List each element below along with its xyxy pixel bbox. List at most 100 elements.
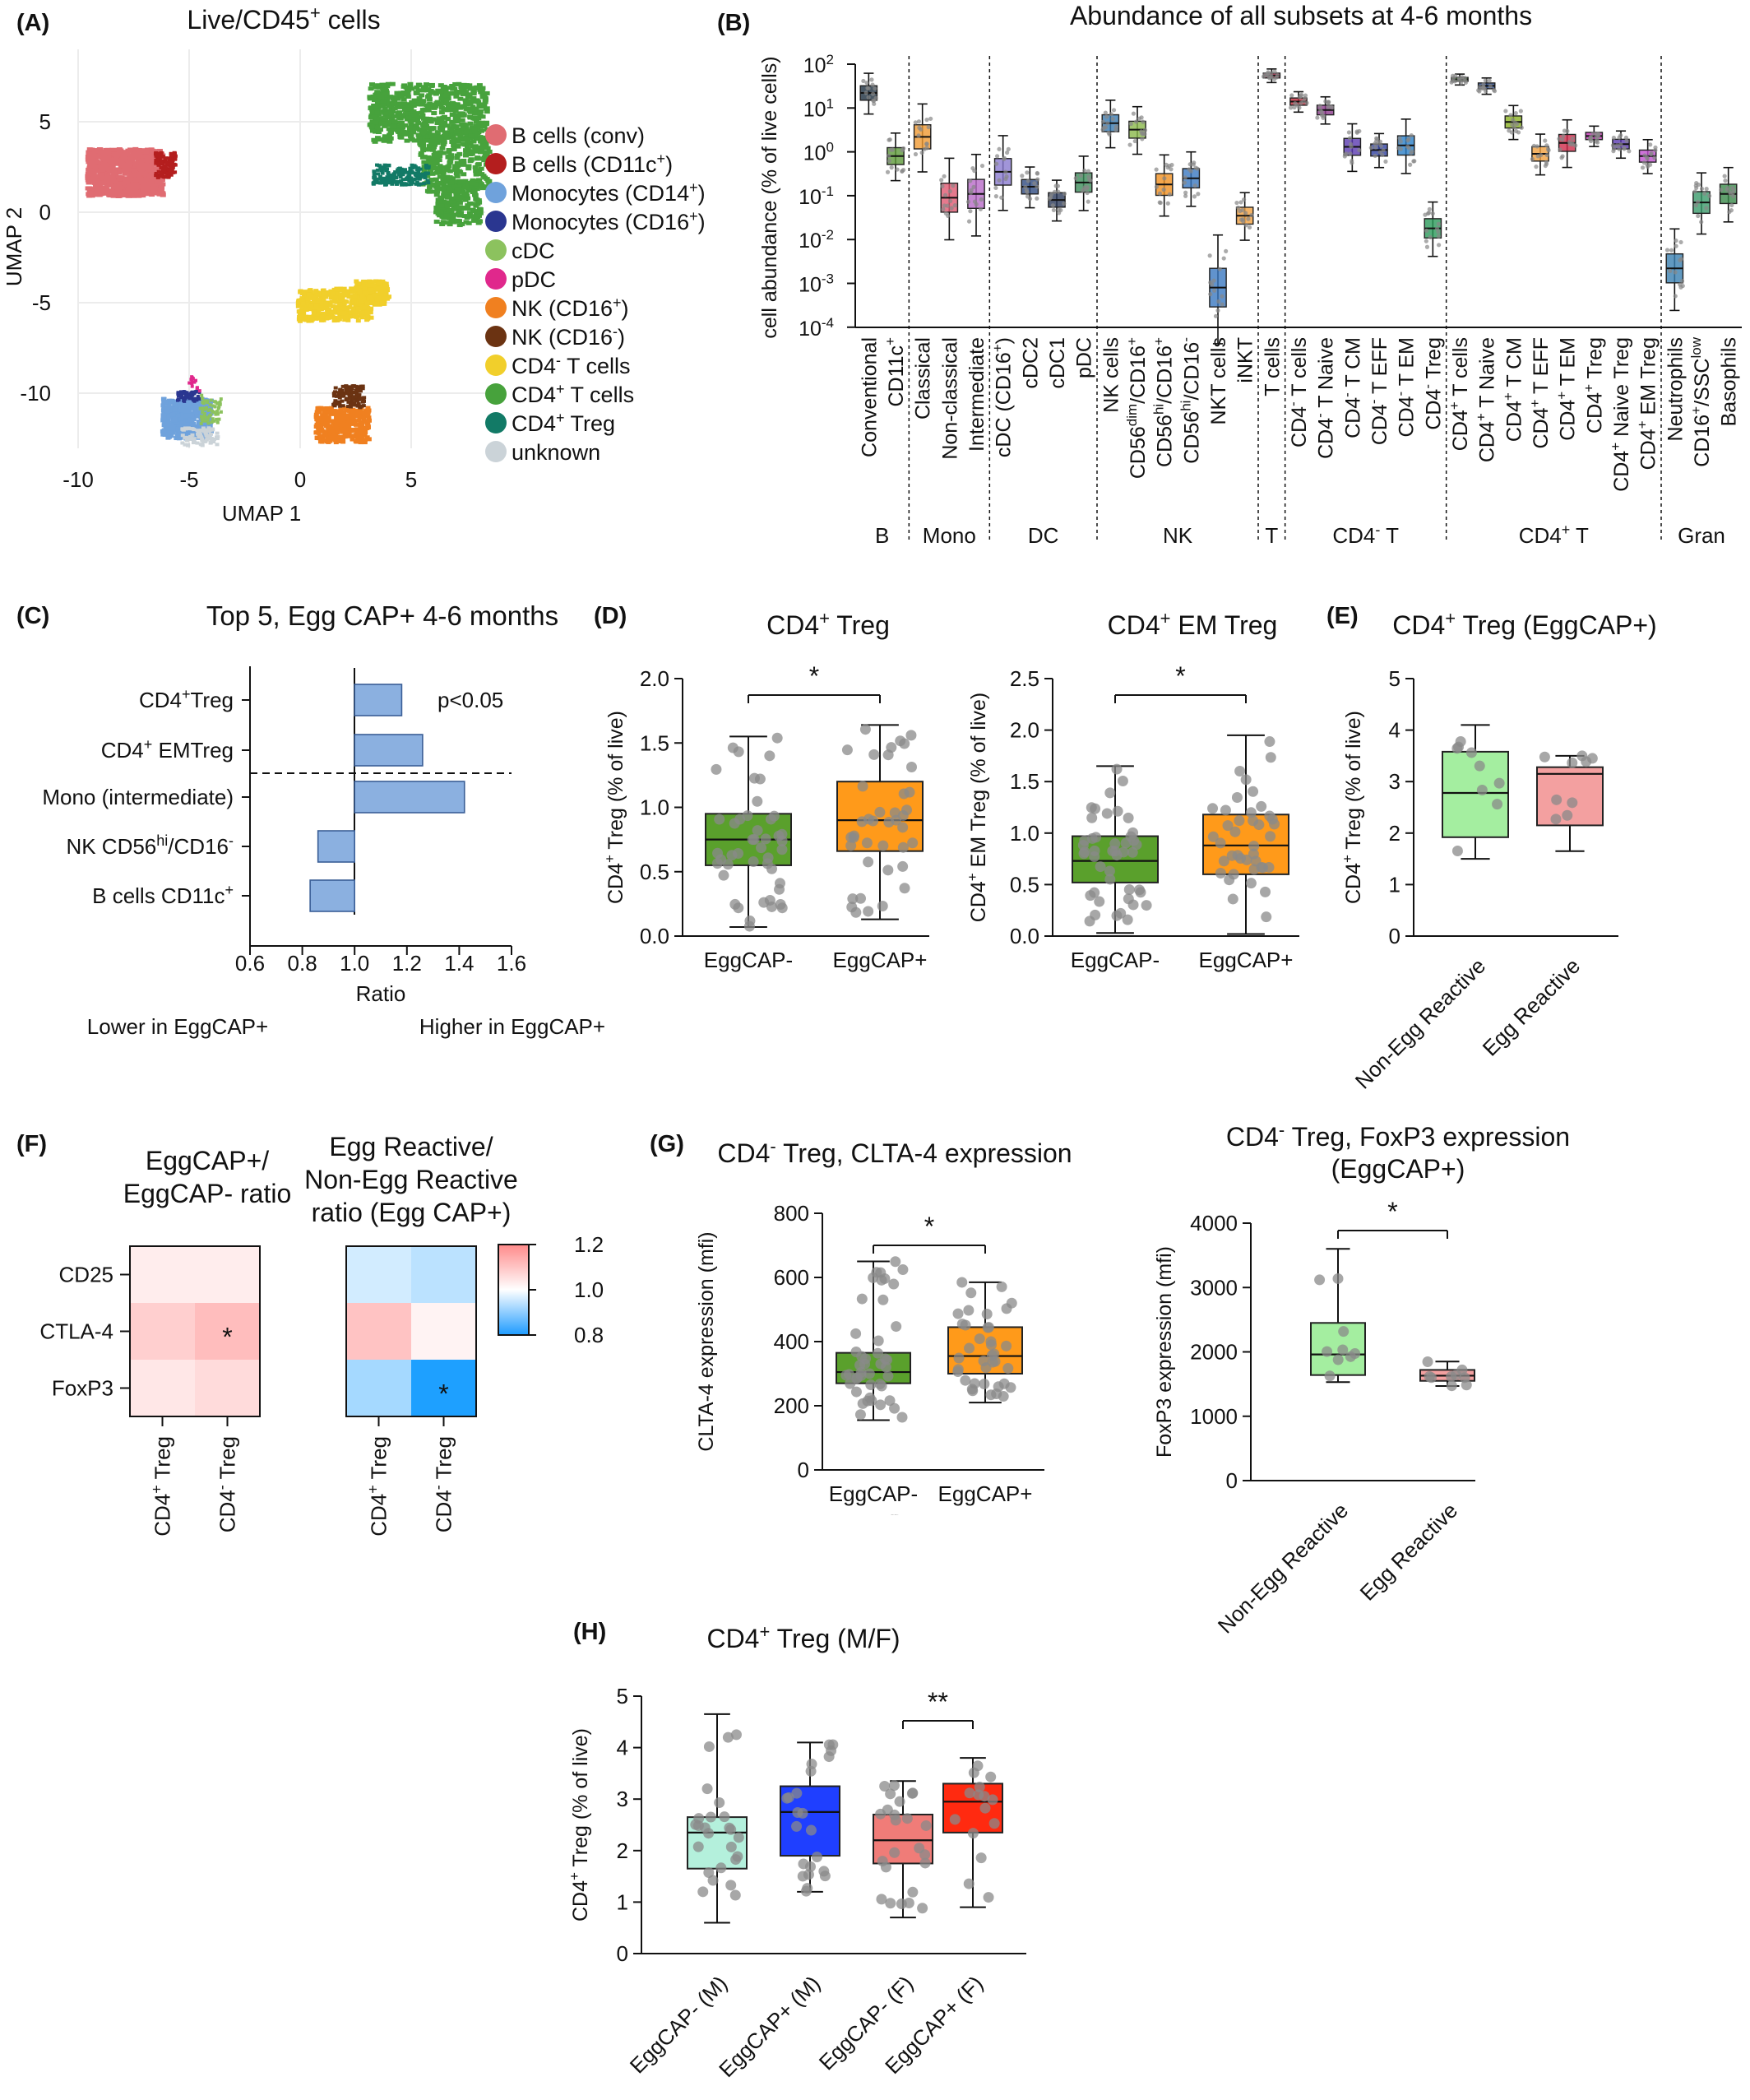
- umap-point: [183, 393, 188, 397]
- umap-point: [404, 111, 410, 116]
- umap-point: [469, 151, 475, 156]
- data-point: [1056, 189, 1061, 194]
- umap-point: [323, 421, 329, 426]
- umap-point: [461, 192, 467, 197]
- data-point: [1183, 193, 1188, 198]
- umap-point: [315, 419, 321, 424]
- umap-point: [426, 181, 431, 185]
- data-point: [1596, 134, 1601, 139]
- data-point: [870, 91, 876, 96]
- legend-label: B cells (conv): [512, 123, 645, 148]
- data-point: [994, 154, 1000, 159]
- umap-point: [331, 420, 336, 425]
- umap-point: [316, 308, 322, 313]
- umap-point: [327, 303, 333, 308]
- umap-point: [391, 124, 397, 129]
- x-tick-label: 5: [405, 467, 417, 492]
- data-point: [1289, 93, 1294, 98]
- data-point: [890, 147, 896, 152]
- umap-point: [358, 389, 363, 393]
- umap-point: [379, 300, 385, 305]
- panel-label: (G): [650, 1131, 684, 1157]
- data-point: [917, 125, 922, 130]
- umap-point: [425, 160, 432, 165]
- legend-swatch: [485, 412, 507, 433]
- data-point: [865, 86, 870, 90]
- data-point: [928, 116, 933, 121]
- umap-point: [364, 435, 370, 440]
- umap-point: [442, 132, 449, 137]
- umap-point: [88, 164, 95, 169]
- umap-point: [332, 438, 338, 443]
- umap-point: [201, 396, 205, 401]
- umap-point: [372, 181, 377, 185]
- data-point: [1220, 294, 1225, 299]
- umap-point: [441, 169, 447, 174]
- umap-point: [321, 288, 326, 293]
- umap-point: [350, 407, 356, 412]
- umap-point: [434, 130, 441, 135]
- umap-point: [447, 222, 453, 227]
- umap-point: [325, 308, 331, 313]
- umap-point: [317, 415, 323, 420]
- umap-point: [428, 119, 434, 124]
- umap-point: [408, 178, 413, 182]
- umap-point: [166, 160, 171, 165]
- umap-point: [201, 422, 207, 427]
- umap-point: [381, 181, 386, 185]
- umap-point: [390, 182, 395, 186]
- umap-point: [471, 209, 478, 214]
- umap-point: [191, 406, 197, 410]
- data-point: [1484, 89, 1488, 94]
- data-point: [1640, 165, 1646, 170]
- umap-point: [201, 426, 206, 430]
- legend-label: Monocytes (CD14+): [512, 179, 706, 206]
- umap-point: [439, 221, 446, 226]
- umap-point: [178, 403, 183, 408]
- umap-point: [428, 90, 435, 95]
- data-point: [1557, 137, 1562, 141]
- data-point: [1128, 121, 1133, 127]
- umap-point: [435, 151, 442, 156]
- umap-point: [483, 150, 489, 155]
- umap-point: [396, 93, 402, 98]
- umap-point: [355, 318, 361, 323]
- data-point: [1208, 292, 1213, 297]
- umap-point: [416, 96, 423, 101]
- umap-point: [446, 86, 452, 90]
- umap-point: [200, 437, 205, 441]
- umap-point: [190, 433, 195, 437]
- x-tick-label: CD56hi/CD16-: [1178, 337, 1203, 464]
- data-point: [1483, 78, 1488, 83]
- umap-point: [364, 408, 370, 413]
- umap-point: [478, 166, 484, 171]
- data-point: [729, 898, 741, 910]
- legend-swatch: [485, 441, 507, 462]
- umap-point: [477, 111, 484, 116]
- umap-point: [169, 169, 174, 173]
- umap-point: [333, 440, 339, 445]
- umap-point: [188, 420, 193, 424]
- umap-point: [423, 176, 428, 180]
- umap-point: [374, 90, 381, 95]
- umap-point: [414, 85, 420, 90]
- umap-point: [339, 412, 345, 417]
- umap-point: [408, 169, 413, 174]
- umap-point: [133, 153, 140, 158]
- y-tick-label: 2: [1389, 821, 1400, 846]
- umap-point: [317, 434, 322, 439]
- umap-point: [190, 379, 194, 383]
- data-point: [1610, 143, 1616, 148]
- umap-point: [349, 388, 354, 392]
- data-point: [901, 146, 906, 151]
- data-point: [1346, 130, 1352, 135]
- data-point: [1427, 206, 1432, 212]
- data-point: [752, 795, 763, 807]
- umap-point: [200, 433, 206, 438]
- umap-point: [444, 202, 451, 207]
- umap-point: [378, 95, 385, 100]
- umap-point: [354, 399, 359, 403]
- umap-point: [349, 301, 354, 306]
- data-point: [1357, 147, 1362, 153]
- data-point: [1213, 313, 1219, 318]
